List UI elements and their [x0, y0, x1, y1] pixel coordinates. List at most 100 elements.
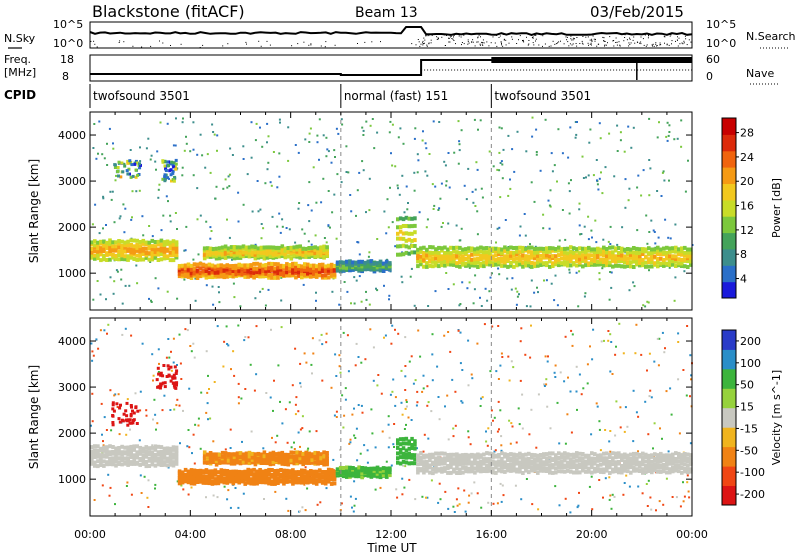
band-cell: [174, 240, 179, 245]
band-cell: [300, 268, 304, 273]
colorbar-swatch: [722, 330, 736, 350]
scatter-cell: [530, 324, 532, 327]
band-cell: [332, 264, 337, 268]
band-cell: [605, 247, 609, 251]
band-cell: [258, 479, 262, 484]
band-cell: [662, 462, 666, 467]
band-cell: [171, 242, 176, 247]
band-cell: [159, 252, 164, 257]
scatter-cell: [476, 233, 479, 236]
band-cell: [323, 264, 328, 269]
band-cell: [153, 247, 158, 252]
scatter-cell: [393, 446, 395, 448]
band-cell: [419, 455, 423, 460]
scatter-cell: [499, 162, 502, 164]
scatter-cell: [229, 428, 232, 431]
band-cell: [225, 474, 230, 478]
band-cell: [285, 270, 289, 275]
band-cell: [518, 250, 522, 255]
scatter-cell: [391, 221, 394, 224]
nsearch-dot: [613, 40, 615, 41]
scatter-cell: [114, 503, 116, 506]
scatter-cell: [205, 496, 207, 499]
scatter-cell: [465, 198, 468, 201]
nsearch-dot: [511, 38, 513, 40]
band-cell: [479, 453, 483, 458]
band-cell: [250, 250, 255, 255]
scatter-cell: [340, 118, 343, 121]
band-cell: [332, 481, 337, 486]
scatter-cell: [172, 337, 175, 340]
nsearch-dot: [591, 44, 592, 46]
nsearch-dot: [588, 44, 589, 46]
band-cell: [656, 256, 660, 261]
nsearch-dot: [471, 41, 473, 43]
nsearch-dot: [640, 41, 642, 43]
scatter-cell: [182, 488, 185, 491]
band-cell: [560, 469, 564, 474]
band-cell: [407, 439, 411, 444]
band-cell: [527, 257, 531, 262]
scatter-cell: [125, 485, 128, 487]
band-cell: [219, 265, 224, 270]
nsearch-dot: [655, 43, 657, 45]
band-cell: [575, 263, 579, 268]
scatter-cell: [187, 429, 190, 431]
band-cell: [665, 256, 669, 261]
band-cell: [614, 451, 618, 456]
band-cell: [413, 250, 417, 255]
scatter-cell: [368, 209, 371, 212]
scatter-cell: [271, 215, 274, 218]
scatter-cell: [279, 121, 281, 124]
band-cell: [596, 458, 600, 463]
band-cell: [668, 259, 672, 264]
scatter-cell: [341, 394, 344, 397]
band-cell: [165, 241, 170, 246]
band-cell: [674, 249, 678, 254]
band-cell: [683, 264, 687, 269]
band-cell: [602, 260, 606, 264]
scatter-cell: [615, 345, 617, 348]
band-cell: [165, 254, 170, 259]
band-cell: [320, 275, 325, 280]
band-cell: [108, 444, 112, 449]
scatter-cell: [625, 474, 628, 477]
band-cell: [617, 250, 621, 255]
band-cell: [332, 472, 337, 477]
band-cell: [491, 466, 495, 471]
patch-cell: [131, 419, 135, 422]
band-cell: [111, 462, 115, 467]
scatter-cell: [402, 142, 405, 145]
band-cell: [602, 249, 606, 254]
band-cell: [208, 457, 213, 462]
scatter-cell: [354, 497, 357, 500]
scatter-cell: [469, 443, 472, 446]
band-cell: [246, 478, 250, 483]
band-cell: [247, 248, 252, 253]
band-cell: [243, 469, 247, 474]
band-cell: [674, 457, 678, 461]
band-cell: [611, 451, 615, 456]
band-cell: [274, 452, 279, 457]
nsearch-dot: [159, 40, 160, 42]
band-cell: [524, 462, 528, 467]
nsearch-dot: [445, 35, 447, 36]
scatter-cell: [149, 158, 152, 161]
scatter-cell: [151, 444, 154, 447]
band-cell: [246, 470, 250, 475]
band-cell: [464, 257, 468, 261]
band-cell: [174, 253, 179, 258]
scatter-cell: [172, 144, 175, 147]
band-cell: [416, 264, 420, 269]
scatter-cell: [101, 153, 104, 156]
band-cell: [232, 253, 237, 258]
band-cell: [671, 262, 675, 267]
scatter-cell: [627, 199, 630, 202]
band-cell: [267, 476, 271, 481]
band-cell: [431, 455, 435, 460]
scatter-cell: [409, 275, 412, 278]
band-cell: [668, 461, 672, 466]
nsearch-dot: [623, 40, 625, 42]
band-cell: [138, 457, 142, 461]
band-cell: [554, 461, 558, 466]
